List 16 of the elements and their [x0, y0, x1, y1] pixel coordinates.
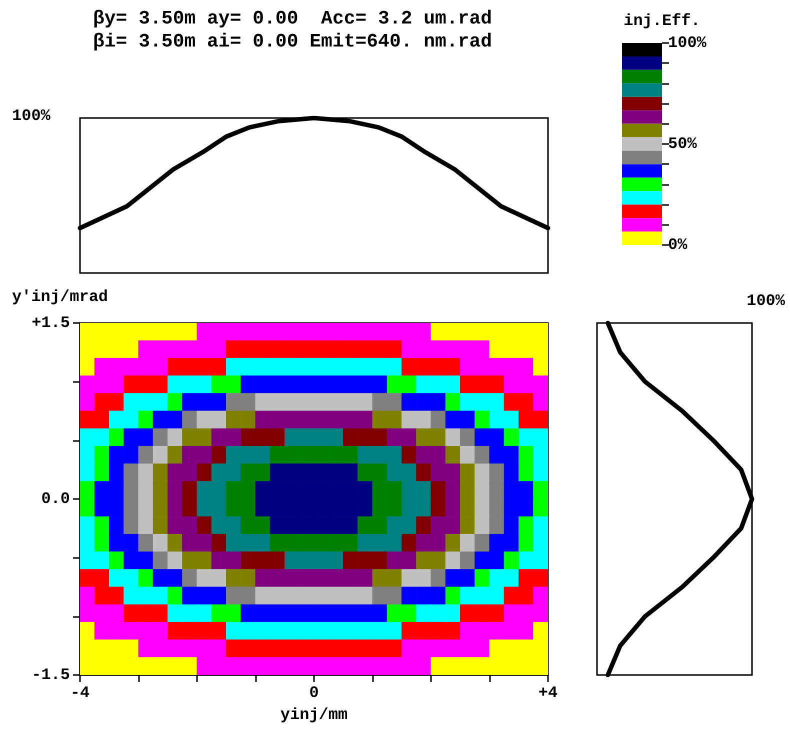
x-tick-label: +4 [538, 684, 558, 702]
y-axis-title: y'inj/mrad [12, 288, 108, 306]
x-tick-label: -4 [70, 684, 90, 702]
x-axis-title: yinj/mm [280, 706, 348, 724]
text: 100% [12, 107, 51, 125]
y-tick-label: +1.5 [32, 314, 70, 332]
x-tick-label: 0 [309, 684, 319, 702]
color-bar-label: 100% [668, 34, 707, 52]
color-bar-label: 50% [668, 135, 698, 153]
chart-subtitle: βi= 3.50m ai= 0.00 Emit=640. nm.rad [93, 30, 492, 52]
chart-title: βy= 3.50m ay= 0.00 Acc= 3.2 um.rad [93, 8, 492, 30]
color-bar-title: inj.Eff. [624, 12, 700, 30]
color-bar-label: 0% [668, 236, 688, 254]
text: 100% [746, 292, 786, 310]
y-tick-label: 0.0 [41, 490, 70, 508]
y-tick-label: -1.5 [32, 666, 70, 684]
